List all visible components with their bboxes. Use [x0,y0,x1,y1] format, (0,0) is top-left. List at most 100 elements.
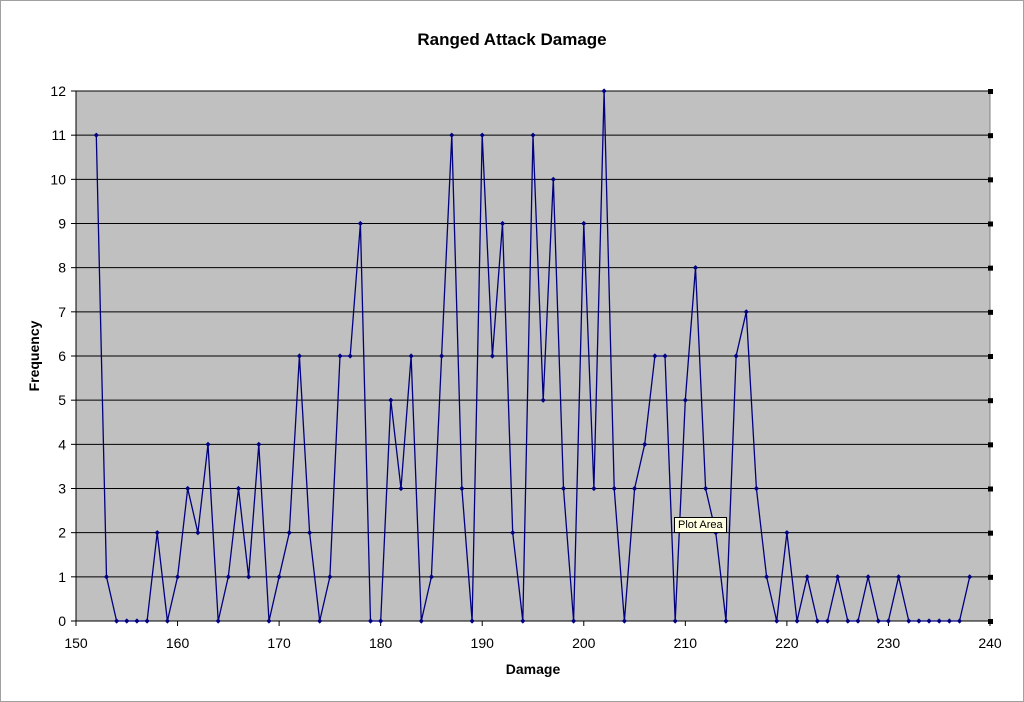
right-tick-mark [988,442,993,448]
data-point[interactable] [967,574,973,580]
x-tick-label: 170 [267,635,291,651]
data-point[interactable] [885,618,892,624]
data-point[interactable] [499,220,506,227]
data-point[interactable] [185,485,191,492]
data-point[interactable] [418,618,424,624]
data-point[interactable] [906,618,912,624]
data-point[interactable] [936,618,942,624]
data-point[interactable] [845,618,851,624]
x-tick-label: 240 [978,635,1002,651]
y-tick-label: 6 [58,348,66,364]
data-point[interactable] [672,618,678,624]
data-point[interactable] [581,220,587,227]
data-point[interactable] [926,618,932,624]
data-point[interactable] [774,618,780,624]
data-point[interactable] [601,88,607,94]
data-point[interactable] [703,485,709,492]
data-point[interactable] [733,353,739,359]
right-tick-mark [988,133,993,139]
data-point[interactable] [835,574,841,580]
data-point[interactable] [398,485,404,492]
data-point[interactable] [439,353,445,359]
data-point[interactable] [428,574,435,580]
data-point[interactable] [103,574,110,580]
y-tick-label: 10 [50,171,66,187]
data-point[interactable] [896,574,902,580]
data-point[interactable] [317,618,323,624]
data-point[interactable] [286,530,292,536]
data-point[interactable] [530,132,536,138]
data-point[interactable] [144,618,150,624]
data-point[interactable] [743,309,749,315]
data-point[interactable] [93,132,99,138]
data-point[interactable] [875,618,881,624]
data-point[interactable] [388,397,394,403]
data-point[interactable] [174,574,181,580]
data-point[interactable] [652,353,658,359]
data-point[interactable] [621,618,627,624]
right-tick-mark [988,486,993,492]
data-point[interactable] [357,220,363,227]
data-point[interactable] [296,353,303,359]
data-point[interactable] [489,353,495,359]
data-point[interactable] [611,485,617,492]
data-point[interactable] [378,618,384,624]
data-point[interactable] [824,618,831,624]
data-point[interactable] [225,574,231,580]
data-point[interactable] [276,574,282,580]
data-point[interactable] [235,485,242,492]
data-point[interactable] [408,353,414,359]
y-tick-label: 4 [58,436,66,452]
data-point[interactable] [946,618,952,624]
right-tick-mark [988,265,993,271]
data-point[interactable] [631,485,638,492]
y-tick-label: 0 [58,613,66,629]
data-point[interactable] [337,353,343,359]
data-point[interactable] [794,618,800,624]
data-point[interactable] [327,574,333,580]
data-point[interactable] [723,618,729,624]
x-axis-title: Damage [506,661,561,677]
data-point[interactable] [550,176,556,182]
data-point[interactable] [571,618,577,624]
data-point[interactable] [367,618,374,624]
data-point[interactable] [449,132,455,138]
data-point[interactable] [479,132,485,138]
data-point[interactable] [662,353,668,359]
data-point[interactable] [682,397,688,403]
data-point[interactable] [804,574,810,580]
data-point[interactable] [855,618,861,624]
data-point[interactable] [164,618,170,624]
data-point[interactable] [266,618,272,624]
data-point[interactable] [459,485,465,492]
data-point[interactable] [246,574,252,580]
data-point[interactable] [642,441,648,447]
data-point[interactable] [195,530,201,536]
data-point[interactable] [134,618,140,624]
data-point[interactable] [956,618,963,624]
data-point[interactable] [154,530,160,536]
data-point[interactable] [560,485,567,492]
data-point[interactable] [916,618,922,624]
data-point[interactable] [540,397,546,403]
data-point[interactable] [124,618,130,624]
data-point[interactable] [114,618,120,624]
data-point[interactable] [215,618,221,624]
data-point[interactable] [865,574,871,580]
data-point[interactable] [784,530,790,536]
data-point[interactable] [692,265,699,271]
data-point[interactable] [469,618,475,624]
data-point[interactable] [256,441,262,447]
data-point[interactable] [591,485,597,492]
data-point[interactable] [205,441,211,447]
chart-title: Ranged Attack Damage [417,30,606,49]
data-point[interactable] [510,530,516,536]
axes [71,89,993,626]
data-point[interactable] [753,485,760,492]
data-point[interactable] [814,618,820,624]
data-point[interactable] [306,530,313,536]
data-point[interactable] [763,574,770,580]
data-points [93,88,973,624]
data-point[interactable] [347,353,353,359]
data-point[interactable] [520,618,526,624]
